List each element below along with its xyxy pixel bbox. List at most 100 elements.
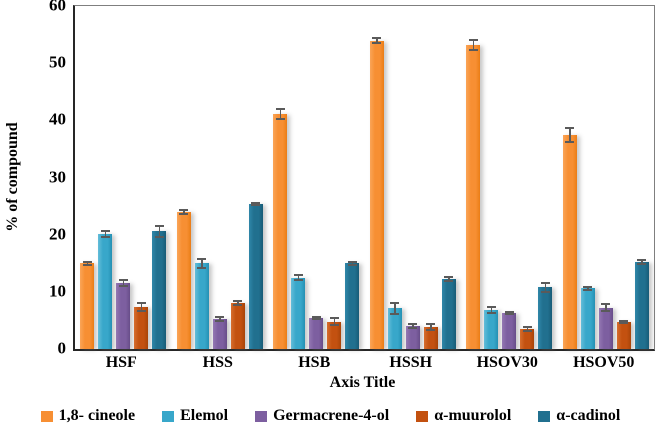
legend-item--cadinol: α-cadinol [538,408,620,424]
bar-group-hsov30 [461,6,558,349]
legend-swatch-icon [40,410,53,422]
error-bar [619,320,629,324]
error-bar-cap-bottom [601,310,611,313]
error-bar-line [219,316,221,323]
y-axis-title: % of compound [4,122,21,232]
error-bar-cap-top [468,38,478,41]
error-bar [136,301,146,312]
error-bar-cap-top [408,323,418,326]
legend-label: Germacrene-4-ol [273,407,390,424]
error-bar-cap-top [275,107,285,110]
error-bar-cap-bottom [275,118,285,121]
error-bar-cap-top [504,310,514,313]
error-bar-cap-top [251,201,261,204]
error-bar-line [201,257,203,269]
error-bar-line [351,260,353,266]
error-bar-cap-top [583,285,593,288]
error-bar-line [297,274,299,281]
legend-swatch-icon [416,410,429,422]
error-bar [390,301,400,316]
error-bar-cap-top [311,315,321,318]
error-bar [197,257,207,269]
error-bar-cap-bottom [251,204,261,207]
bar-hss-1-8-cineole [176,208,191,349]
bar-hsb-1-8-cineole [273,107,288,349]
x-tick-label-hsf: HSF [105,354,137,371]
bar-hssh-1-8-cineole [369,37,384,349]
bar-hssh--cadinol [441,275,456,349]
error-bar-cap-bottom [408,327,418,329]
error-bar-line [315,315,317,321]
y-tick-label: 30 [49,167,66,186]
bar-hsov30-germacrene-4-ol [502,310,517,349]
error-bar-cap-top [619,320,629,323]
error-bar [504,310,514,316]
error-bar [426,323,436,332]
error-bar-cap-bottom [390,313,400,316]
error-bar [486,306,496,315]
error-bar-cap-bottom [118,285,128,288]
legend-item-elemol: Elemol [162,408,228,424]
error-bar [233,300,243,307]
error-bar-line [279,107,281,121]
error-bar-line [183,208,185,215]
error-bar-line [448,275,450,282]
bar-group-hsb [268,6,365,349]
bar-group-hsov50 [558,6,655,349]
error-bar-cap-bottom [311,318,321,321]
legend-item-1-8-cineole: 1,8- cineole [40,408,135,424]
error-bar-cap-bottom [426,329,436,332]
error-bar [311,315,321,321]
error-bar-cap-top [100,229,110,232]
error-bar-line [430,323,432,332]
y-tick-label: 20 [49,224,66,244]
legend-item--muurolol: α-muurolol [416,408,511,424]
error-bar-line [490,306,492,315]
error-bar [583,285,593,292]
error-bar-cap-top [179,208,189,211]
bar-hsov50--muurolol [616,320,631,349]
plot-area [73,5,655,351]
y-tick-label: 10 [49,281,66,301]
error-bar-cap-top [118,279,128,282]
error-bar-cap-bottom [583,289,593,292]
error-bar [82,260,92,266]
error-bar-line [587,285,589,292]
bar-hsf-1-8-cineole [80,260,95,349]
error-bar-cap-top [637,259,647,262]
error-bar [154,224,164,238]
legend-label: α-muurolol [434,407,512,424]
error-bar [347,260,357,266]
error-bar-cap-bottom [468,49,478,52]
error-bar-line [333,317,335,327]
legend-swatch-icon [538,410,551,422]
error-bar [565,127,575,144]
y-tick-label: 0 [57,338,67,358]
error-bar-cap-top [426,323,436,326]
error-bar [444,275,454,282]
x-tick-label-hss: HSS [202,354,233,371]
bar-hsov30-elemol [484,306,499,349]
bar-group-hssh [365,6,462,349]
bar-hsb-elemol [291,274,306,349]
error-bar-cap-top [347,260,357,263]
bar-hss-elemol [194,257,209,349]
x-tick-label-hsov30: HSOV30 [476,354,538,371]
error-bar-line [569,127,571,144]
error-bar-cap-bottom [197,266,207,269]
error-bar-cap-bottom [504,313,514,316]
error-bar [251,201,261,207]
error-bar-cap-top [540,281,550,284]
bar-hss--muurolol [230,300,245,349]
error-bar [118,279,128,288]
error-bar [601,303,611,313]
bar-group-hss [172,6,269,349]
bar-hsov50-1-8-cineole [562,127,577,349]
bar-hsov30-1-8-cineole [466,38,481,349]
error-bar-cap-bottom [540,290,550,293]
error-bar-line [472,38,474,52]
error-bar-cap-bottom [329,324,339,327]
legend-swatch-icon [255,410,268,422]
bar-group-hsf [75,6,172,349]
y-tick-label: 60 [49,0,66,15]
